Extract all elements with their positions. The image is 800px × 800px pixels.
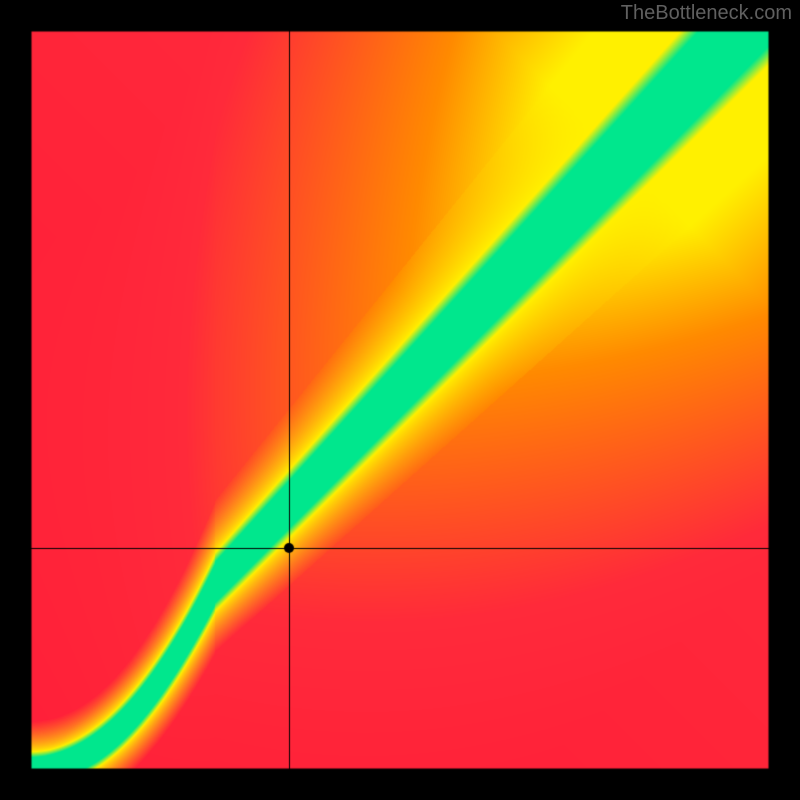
bottleneck-heatmap [0,0,800,800]
chart-container: TheBottleneck.com [0,0,800,800]
watermark-text: TheBottleneck.com [621,2,792,25]
